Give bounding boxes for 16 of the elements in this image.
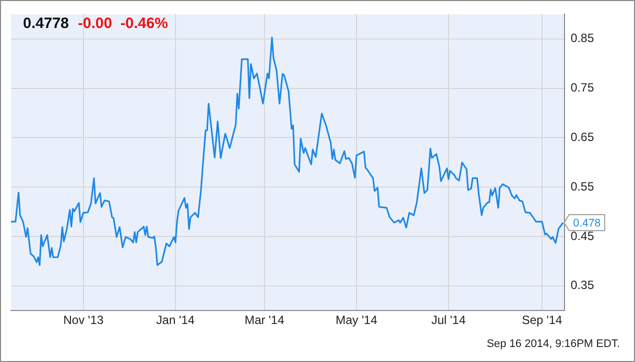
chart-title: 0.4778 [23, 15, 69, 32]
y-tick-label: 0.45 [570, 228, 594, 243]
x-tick-label: Sep '14 [522, 313, 562, 328]
x-tick-label: May '14 [336, 313, 378, 328]
y-tick-label: 0.65 [570, 130, 594, 144]
annotation: 0.478 [573, 218, 601, 230]
y-tick-label: 0.85 [570, 31, 594, 46]
y-tick-label: 0.35 [570, 278, 594, 292]
x-tick-label: Mar '14 [244, 313, 285, 328]
x-tick-label: Jan '14 [156, 313, 195, 328]
text: Sep 16 2014, 9:16PM EDT. [486, 338, 620, 350]
x-tick-label: Jul '14 [431, 313, 466, 328]
x-tick-label: Nov '13 [63, 313, 104, 328]
y-tick-label: 0.55 [570, 179, 594, 194]
chart-subtitle: -0.00 -0.46% [78, 15, 168, 32]
y-tick-label: 0.75 [570, 80, 594, 95]
